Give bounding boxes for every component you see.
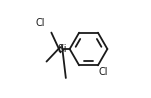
Text: Cl: Cl [35, 18, 45, 28]
Text: Cl: Cl [98, 67, 108, 77]
Text: Si: Si [57, 44, 67, 54]
